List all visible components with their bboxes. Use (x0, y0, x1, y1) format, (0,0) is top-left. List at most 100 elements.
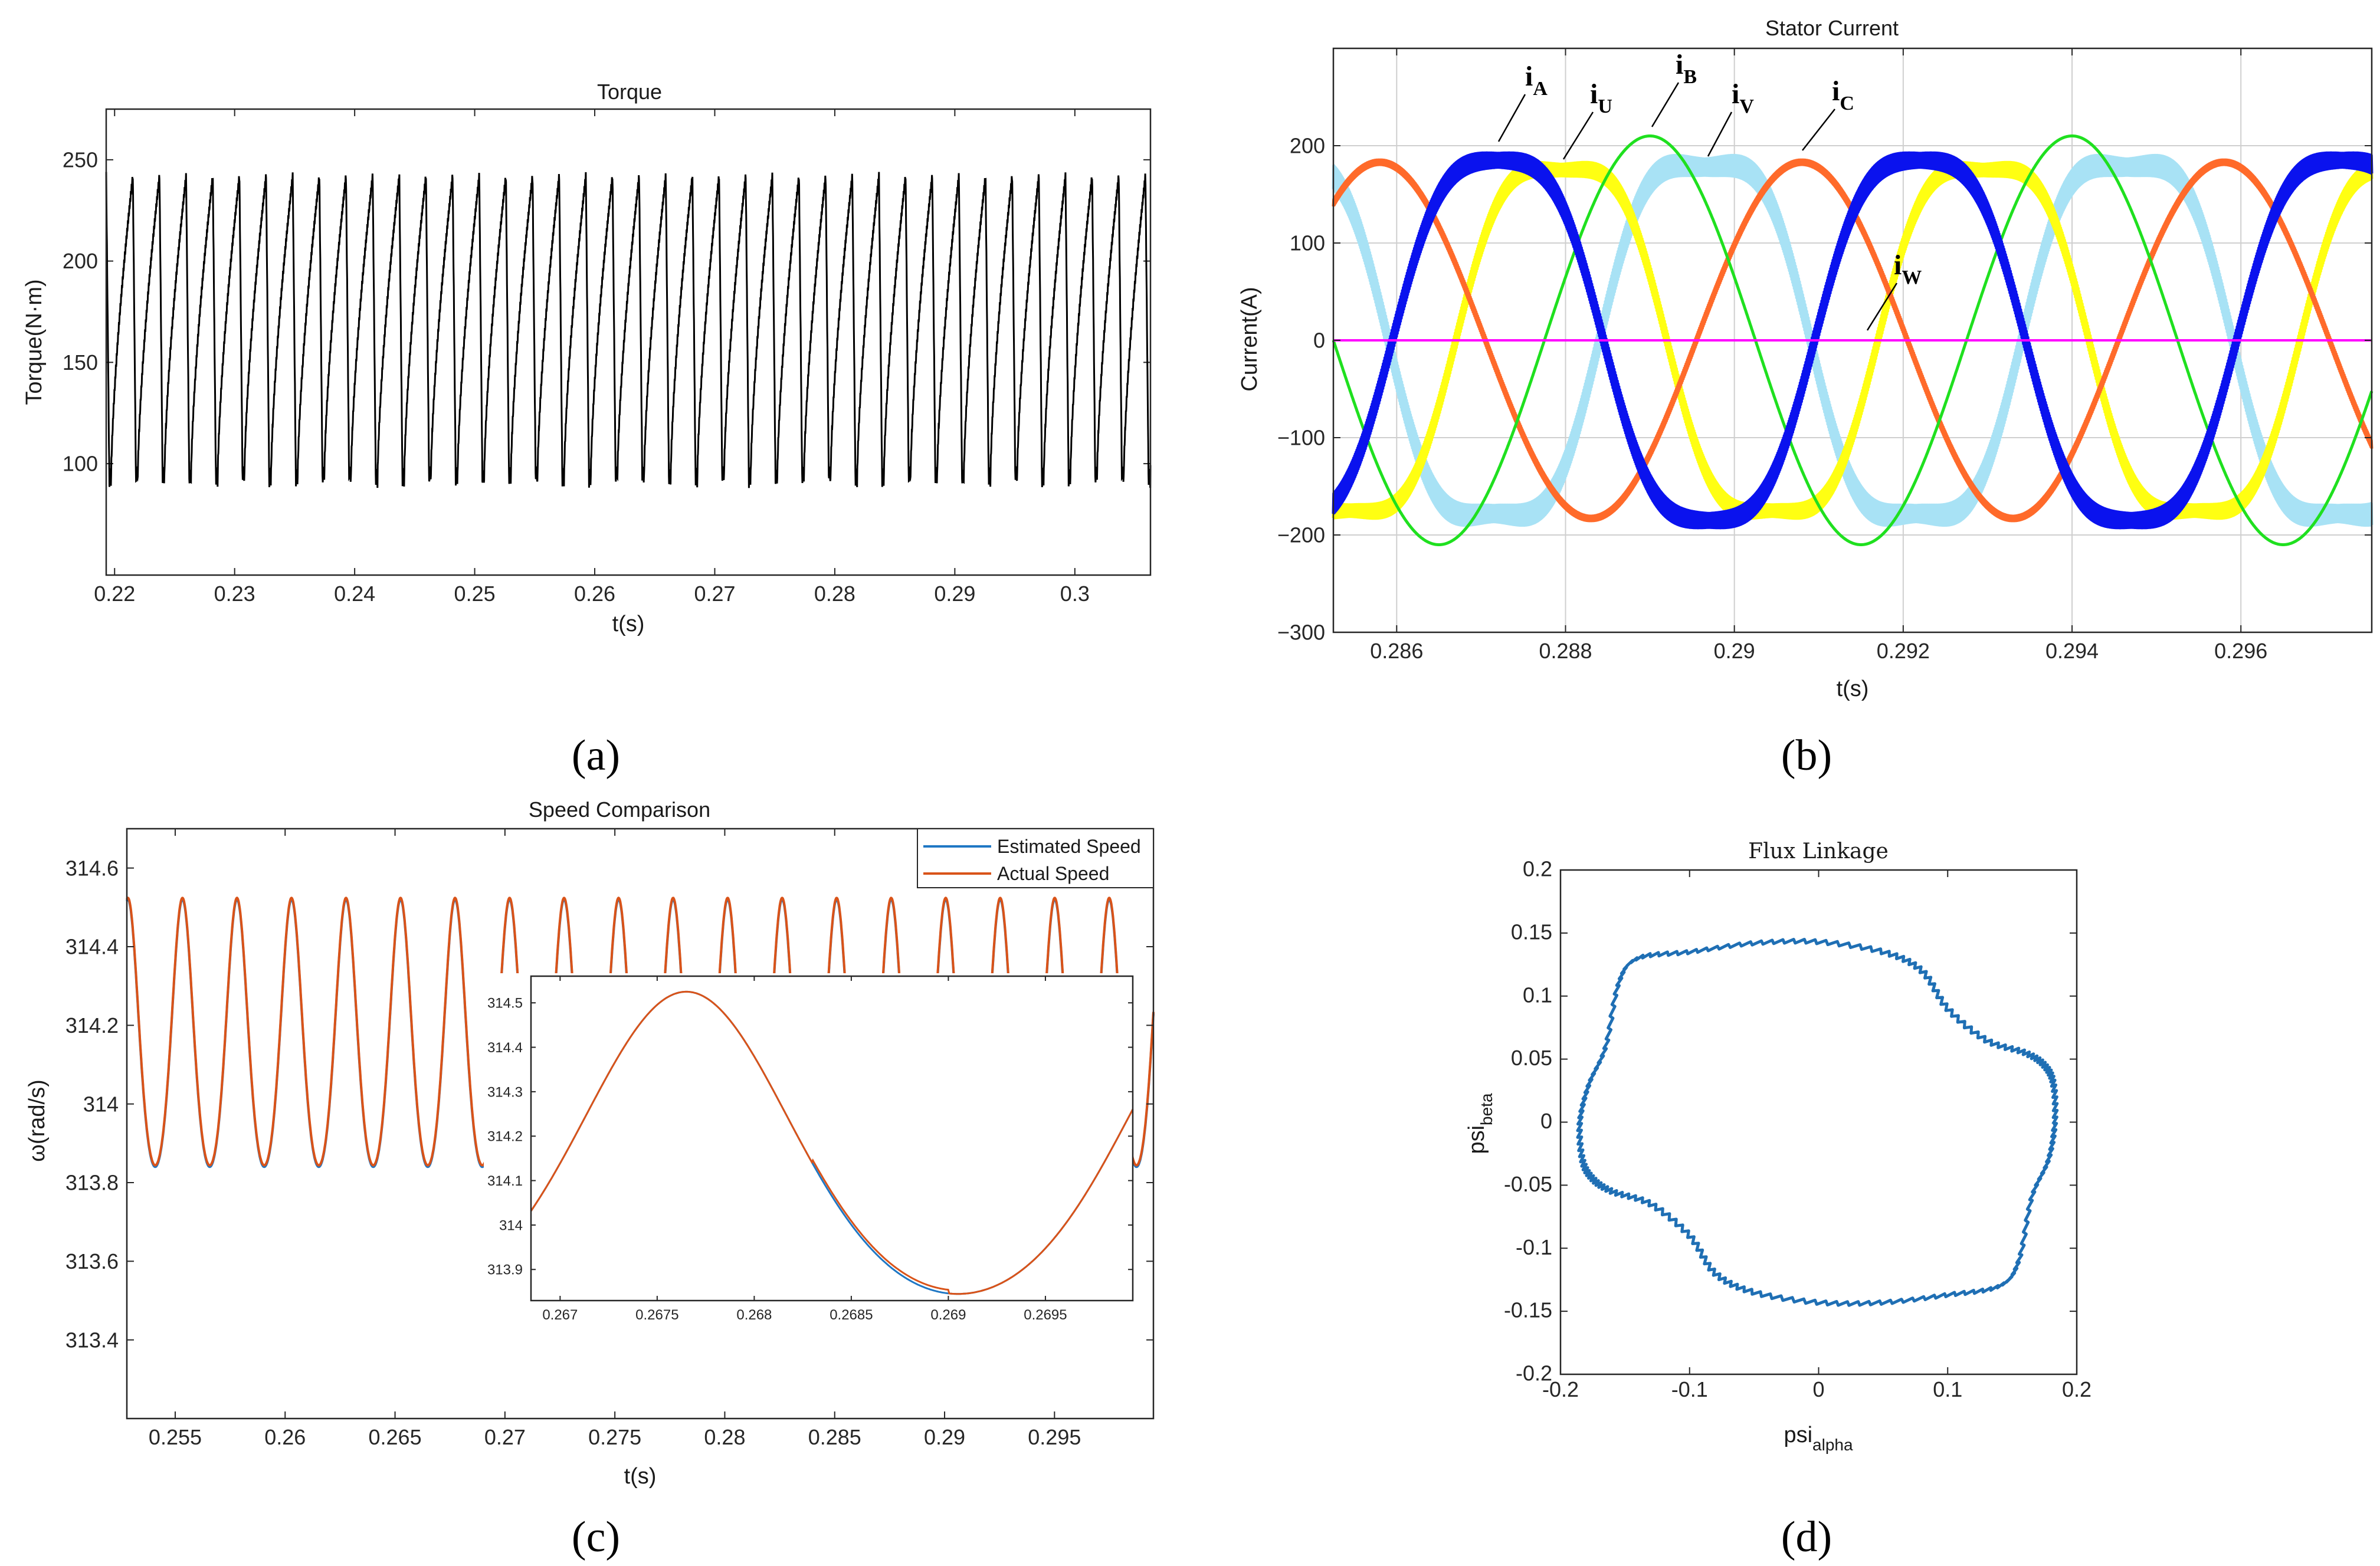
annotation-leader-iC (1802, 109, 1835, 151)
speed-axis-ticks: 0.255 0.26 0.265 0.27 0.275 0.28 0.285 0.29 0.29… (65, 829, 1153, 1449)
x-tick-label: 0.22 (94, 582, 135, 606)
y-tick-label: 314.3 (487, 1084, 523, 1100)
flux-axis-ticks: -0.2 -0.1 0 0.1 0.2 -0.2 -0.15 -0.1 -0.05 0 0.05 0.… (1504, 857, 2091, 1402)
x-tick-label: 0.296 (2214, 639, 2267, 663)
speed-inset-background (484, 973, 1133, 1298)
x-tick-label: 0.288 (1539, 639, 1592, 663)
panel-c-label: (c) (572, 1513, 620, 1561)
y-tick-label: −200 (1277, 523, 1325, 547)
annotation-leader-iV (1707, 111, 1733, 157)
x-tick-label: 0.2 (2062, 1377, 2091, 1401)
torque-axis-ticks: 0.22 0.23 0.24 0.25 0.26 0.27 0.28 0.29 0.3 100 15… (63, 109, 1150, 606)
flux-x-label-sub: alpha (1812, 1436, 1853, 1454)
speed-title: Speed Comparison (529, 797, 710, 822)
annotation-leader-iU (1562, 111, 1594, 160)
x-tick-label: 0.29 (934, 582, 975, 606)
y-tick-label: 314.6 (65, 856, 119, 880)
x-tick-label: 0.285 (808, 1425, 861, 1449)
speed-inset-plot (530, 990, 1134, 1295)
annotation-label-iV: iV (1732, 78, 1754, 117)
legend-label-estimated: Estimated Speed (997, 836, 1141, 857)
x-tick-label: 0.26 (264, 1425, 306, 1449)
annotation-subscript: B (1683, 66, 1697, 88)
x-tick-label: 0.28 (814, 582, 855, 606)
annotation-leader-iW (1866, 283, 1898, 331)
flux-y-label: psibeta (1464, 1093, 1496, 1154)
panel-a: Torque 0.22 0.23 0.24 0.25 0.26 0.27 0.28 0.29 0… (22, 80, 1152, 780)
torque-x-label: t(s) (612, 612, 645, 636)
y-tick-label: −100 (1277, 426, 1325, 450)
x-tick-label: 0.26 (574, 582, 615, 606)
y-tick-label: 314.5 (487, 996, 523, 1012)
y-tick-label: 200 (1290, 134, 1325, 158)
annotation-leader-iA (1497, 94, 1526, 142)
y-tick-label: 150 (63, 350, 98, 375)
torque-title: Torque (597, 80, 662, 104)
panel-d: Flux Linkage -0.2 -0.1 0 0.1 0.2-0.2-0.15-0.… (1464, 839, 2091, 1561)
annotation-label-iW: iW (1894, 249, 1922, 288)
flux-x-label-main: psi (1784, 1423, 1812, 1447)
x-tick-label: 0.3 (1060, 582, 1090, 606)
current-series-iU (1332, 160, 2374, 520)
flux-series-line (1576, 938, 2059, 1307)
torque-y-label: Torque(N·m) (22, 279, 47, 405)
y-tick-label: 314.2 (487, 1129, 523, 1145)
y-tick-label: -0.05 (1504, 1172, 1552, 1196)
y-tick-label: -0.15 (1504, 1298, 1552, 1322)
speed-inset-series-actual (530, 990, 1134, 1295)
y-tick-label: 314 (83, 1092, 119, 1116)
current-axis-ticks: 0.286 0.288 0.29 0.292 0.294 0.296 −300 −200 −10… (1277, 48, 2372, 663)
x-tick-label: 0.275 (588, 1425, 641, 1449)
annotation-label-iA: iA (1525, 61, 1548, 100)
y-tick-label: -0.2 (1516, 1361, 1552, 1386)
y-tick-label: 314.4 (487, 1040, 523, 1056)
x-tick-label: -0.2 (1542, 1377, 1579, 1401)
annotation-main: i (1732, 78, 1739, 110)
speed-axes-frame (126, 828, 1155, 1420)
annotation-main: i (1894, 249, 1902, 281)
x-tick-label: 0.267 (542, 1307, 578, 1323)
y-tick-label: 313.8 (65, 1171, 119, 1195)
y-tick-label: −300 (1277, 621, 1325, 645)
y-tick-label: 0 (1313, 329, 1325, 353)
x-tick-label: 0.269 (930, 1307, 966, 1323)
panel-d-label: (d) (1781, 1513, 1832, 1561)
x-tick-label: 0.265 (369, 1425, 422, 1449)
x-tick-label: 0.24 (334, 582, 375, 606)
annotation-subscript: C (1840, 93, 1854, 114)
speed-y-label: ω(rad/s) (25, 1079, 50, 1161)
x-tick-label: 0.29 (924, 1425, 965, 1449)
x-tick-label: 0.27 (484, 1425, 526, 1449)
x-tick-label: 0.255 (149, 1425, 202, 1449)
y-tick-label: 313.9 (487, 1262, 523, 1278)
current-series-iA (1332, 151, 2374, 530)
y-tick-label: -0.1 (1516, 1235, 1552, 1259)
y-tick-label: 250 (63, 147, 98, 172)
y-tick-label: 0.1 (1523, 983, 1552, 1007)
flux-title: Flux Linkage (1748, 839, 1889, 864)
x-tick-label: 0.2695 (1024, 1307, 1067, 1323)
torque-axes-frame (105, 108, 1152, 576)
flux-y-label-sub: beta (1477, 1093, 1496, 1125)
speed-legend: Estimated Speed Actual Speed (917, 828, 1154, 888)
x-tick-label: 0.294 (2045, 639, 2099, 663)
x-tick-label: 0.295 (1028, 1425, 1081, 1449)
x-tick-label: -0.1 (1671, 1377, 1708, 1401)
current-series-iV (1332, 153, 2374, 527)
flux-plot-area (1576, 938, 2059, 1307)
y-tick-label: 200 (63, 249, 98, 273)
y-tick-label: 100 (63, 452, 98, 476)
x-tick-label: 0.268 (736, 1307, 772, 1323)
x-tick-label: 0.2685 (830, 1307, 873, 1323)
current-x-label: t(s) (1837, 677, 1869, 701)
x-tick-label: 0.27 (694, 582, 735, 606)
current-series-iB (1332, 134, 2374, 546)
x-tick-label: 0.28 (704, 1425, 745, 1449)
current-plot-area (1332, 134, 2374, 546)
x-tick-label: 0.2675 (635, 1307, 678, 1323)
legend-label-actual: Actual Speed (997, 863, 1109, 884)
annotation-subscript: U (1598, 96, 1612, 117)
x-tick-label: 0.25 (454, 582, 496, 606)
torque-plot-area (105, 172, 1152, 488)
